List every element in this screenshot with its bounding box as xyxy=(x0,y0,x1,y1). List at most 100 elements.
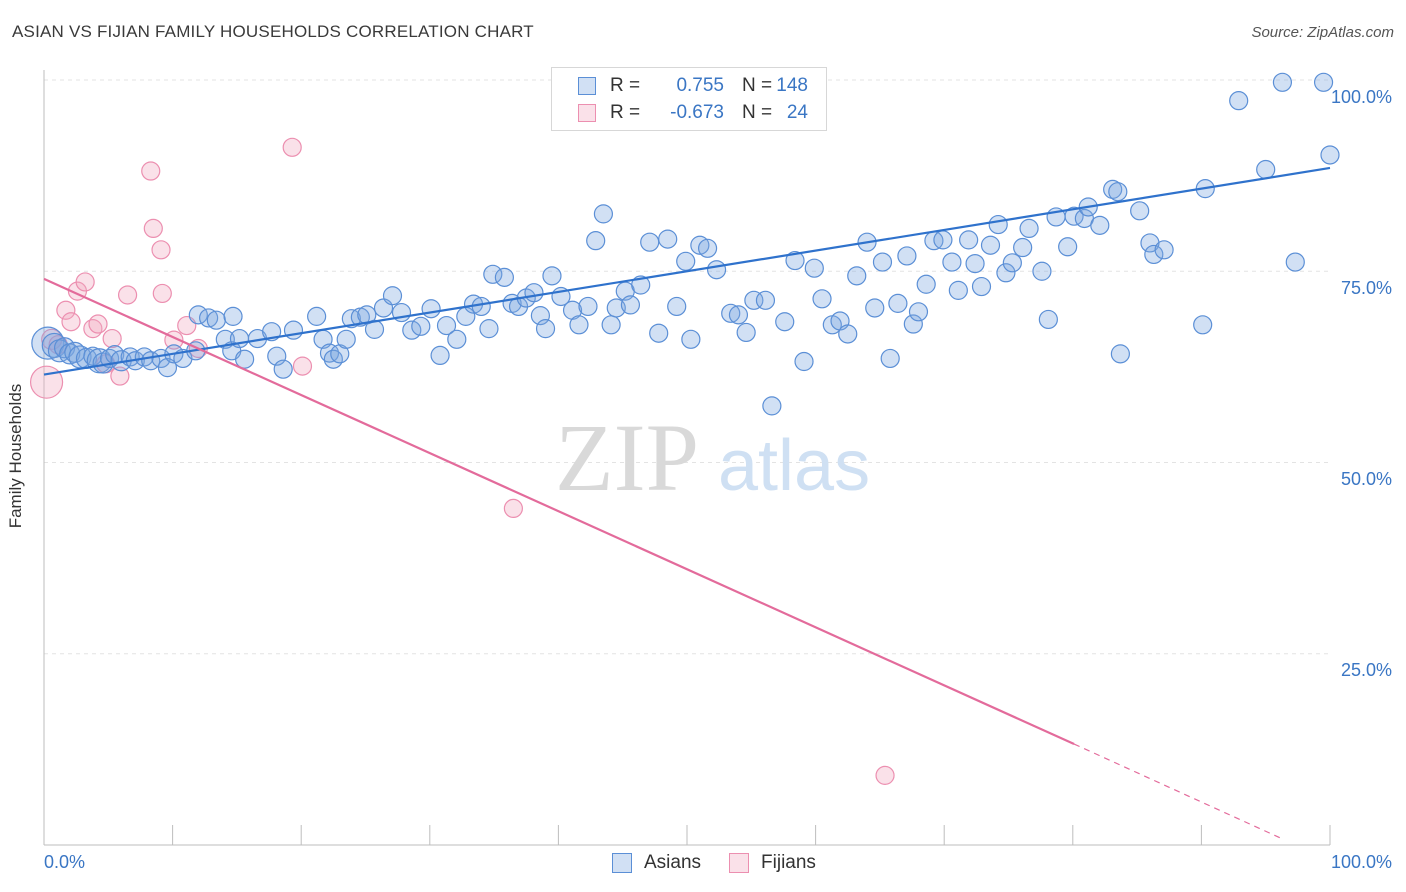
n-value: 24 xyxy=(786,102,808,123)
asian-point xyxy=(479,319,499,339)
asian-point xyxy=(535,319,556,339)
fijian-point xyxy=(282,137,302,157)
asian-point xyxy=(1108,182,1128,202)
fijian-point xyxy=(875,765,895,785)
asian-point xyxy=(273,359,293,379)
y-axis-label-text: Family Households xyxy=(6,383,25,529)
stats-legend: R = 0.755 N = 148 R = -0.673 N = 24 xyxy=(551,67,827,131)
fijian-point xyxy=(152,283,172,304)
asian-point xyxy=(812,289,832,309)
asian-point xyxy=(471,296,491,317)
asian-point xyxy=(447,329,467,349)
stats-row-asians: R = 0.755 N = 148 xyxy=(578,74,808,98)
source-label: Source: ZipAtlas.com xyxy=(1251,24,1394,41)
series-legend: Asians Fijians xyxy=(612,852,844,874)
fijian-point xyxy=(88,314,108,334)
fijian-point xyxy=(141,161,161,181)
asian-point xyxy=(649,323,669,343)
fijian-point xyxy=(29,365,64,399)
asian-point xyxy=(916,274,936,294)
asian-point xyxy=(1154,240,1174,260)
legend-label-asians: Asians xyxy=(644,852,702,873)
asian-point xyxy=(436,315,457,336)
asian-point xyxy=(697,238,718,258)
asian-point xyxy=(728,305,749,325)
asian-point xyxy=(1013,237,1033,258)
n-value: 148 xyxy=(776,75,808,96)
watermark: ZIP atlas xyxy=(555,404,870,511)
asian-point xyxy=(606,298,626,318)
fijian-point xyxy=(61,312,81,332)
asian-point xyxy=(620,295,641,315)
asian-point xyxy=(888,293,908,313)
asian-point xyxy=(667,296,687,317)
asian-point xyxy=(483,264,503,284)
asian-point xyxy=(593,204,614,224)
asian-point xyxy=(31,326,65,360)
asian-point xyxy=(307,306,327,326)
y-tick-50: 50.0% xyxy=(1340,469,1392,489)
asian-point xyxy=(430,345,450,365)
legend-item-fijians[interactable]: Fijians xyxy=(729,852,816,874)
fijian-trendline xyxy=(43,277,1075,746)
asians-swatch xyxy=(578,77,596,95)
asian-point xyxy=(1058,237,1078,257)
asian-point xyxy=(223,306,243,326)
n-label: N = xyxy=(742,75,773,96)
asian-point xyxy=(785,250,805,271)
asian-point xyxy=(382,286,403,306)
asian-point xyxy=(1313,72,1334,92)
asian-point xyxy=(762,396,782,416)
asian-point xyxy=(569,315,589,335)
r-value: -0.673 xyxy=(670,102,724,123)
asian-point xyxy=(980,235,1001,255)
asian-point xyxy=(676,251,696,271)
asian-point xyxy=(903,314,923,334)
asian-point xyxy=(206,310,226,330)
asian-point xyxy=(542,266,562,286)
stats-row-fijians: R = -0.673 N = 24 xyxy=(578,101,808,125)
asian-point xyxy=(578,296,598,317)
fijian-point xyxy=(75,272,95,292)
y-tick-25: 25.0% xyxy=(1340,660,1392,680)
asian-point xyxy=(199,308,219,328)
asian-point xyxy=(323,349,343,369)
asian-point xyxy=(933,230,953,250)
fijian-point xyxy=(143,218,163,239)
axis-frame xyxy=(43,70,1331,846)
watermark-atlas: atlas xyxy=(718,426,870,506)
r-label: R = xyxy=(610,102,641,123)
fijian-point xyxy=(292,356,313,376)
asian-point xyxy=(640,232,660,252)
asian-point xyxy=(706,260,727,280)
asian-point xyxy=(1038,309,1058,330)
legend-label-fijians: Fijians xyxy=(761,852,816,873)
asian-point xyxy=(336,329,356,349)
asian-point xyxy=(965,254,985,274)
fijian-trendline-extension xyxy=(1073,743,1283,840)
asian-point xyxy=(1110,344,1130,364)
asians-legend-swatch xyxy=(612,853,632,873)
asian-point xyxy=(775,312,795,332)
fijian-point xyxy=(151,240,171,260)
fijian-point xyxy=(503,498,523,518)
legend-item-asians[interactable]: Asians xyxy=(612,852,701,874)
trendlines xyxy=(43,166,1331,840)
fijian-point xyxy=(110,366,130,386)
chart-title: ASIAN VS FIJIAN FAMILY HOUSEHOLDS CORREL… xyxy=(12,22,534,41)
asian-point xyxy=(988,214,1008,235)
asian-point xyxy=(865,298,885,318)
asian-point xyxy=(1272,72,1293,92)
asian-point xyxy=(524,283,544,303)
asian-point xyxy=(1130,201,1150,221)
asian-point xyxy=(755,290,776,310)
asian-point xyxy=(872,252,893,272)
fijian-point xyxy=(117,285,138,305)
asian-point xyxy=(880,348,900,369)
asian-point xyxy=(1002,253,1022,273)
asian-point xyxy=(959,230,979,250)
asian-point xyxy=(838,324,858,344)
asian-point xyxy=(847,266,867,286)
asian-point xyxy=(1193,315,1213,335)
asian-point xyxy=(1090,215,1110,235)
